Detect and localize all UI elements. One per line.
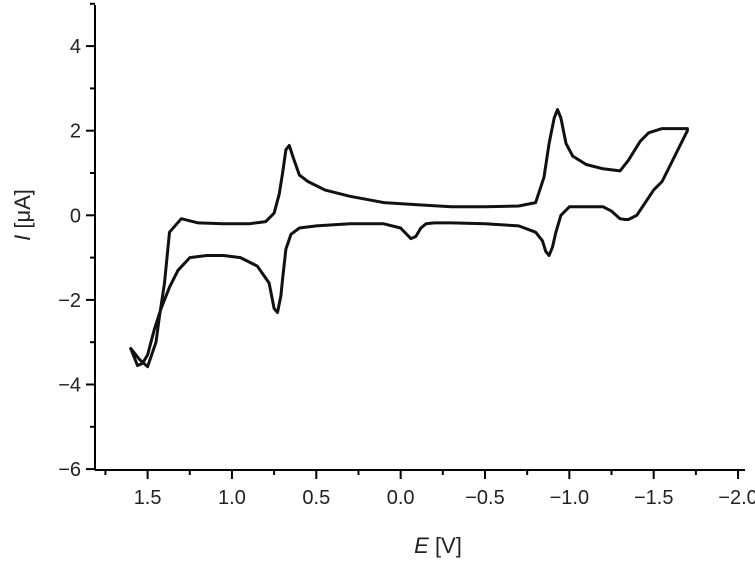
cv-curve xyxy=(129,108,689,369)
x-tick-label: −2.0 xyxy=(718,487,755,509)
x-tick-label: −0.5 xyxy=(465,487,504,509)
y-axis-label-symbol: I xyxy=(10,235,35,241)
x-tick-label: 0.0 xyxy=(387,487,415,509)
y-tick-label: −6 xyxy=(58,459,81,481)
y-tick-label: −4 xyxy=(58,375,81,397)
x-axis-label: E [V] xyxy=(414,533,462,558)
x-tick-label: −1.5 xyxy=(634,487,673,509)
y-tick-label: −2 xyxy=(58,290,81,312)
axis-ticks xyxy=(86,2,740,479)
y-tick-labels: 4 2 0 −2 −4 −6 xyxy=(58,36,81,481)
x-tick-labels: 1.5 1.0 0.5 0.0 −0.5 −1.0 −1.5 −2.0 xyxy=(134,487,755,509)
y-tick-label: 2 xyxy=(70,121,81,143)
x-axis-label-symbol: E xyxy=(414,533,429,558)
x-tick-label: 0.5 xyxy=(302,487,330,509)
y-axis-label: I [μA] xyxy=(10,189,35,241)
x-axis-label-unit: [V] xyxy=(429,533,462,558)
x-tick-label: 1.5 xyxy=(134,487,162,509)
x-tick-label: 1.0 xyxy=(218,487,246,509)
x-tick-label: −1.0 xyxy=(550,487,589,509)
y-tick-label: 0 xyxy=(70,205,81,227)
y-axis-label-unit: [μA] xyxy=(10,189,35,235)
y-tick-label: 4 xyxy=(70,36,81,58)
